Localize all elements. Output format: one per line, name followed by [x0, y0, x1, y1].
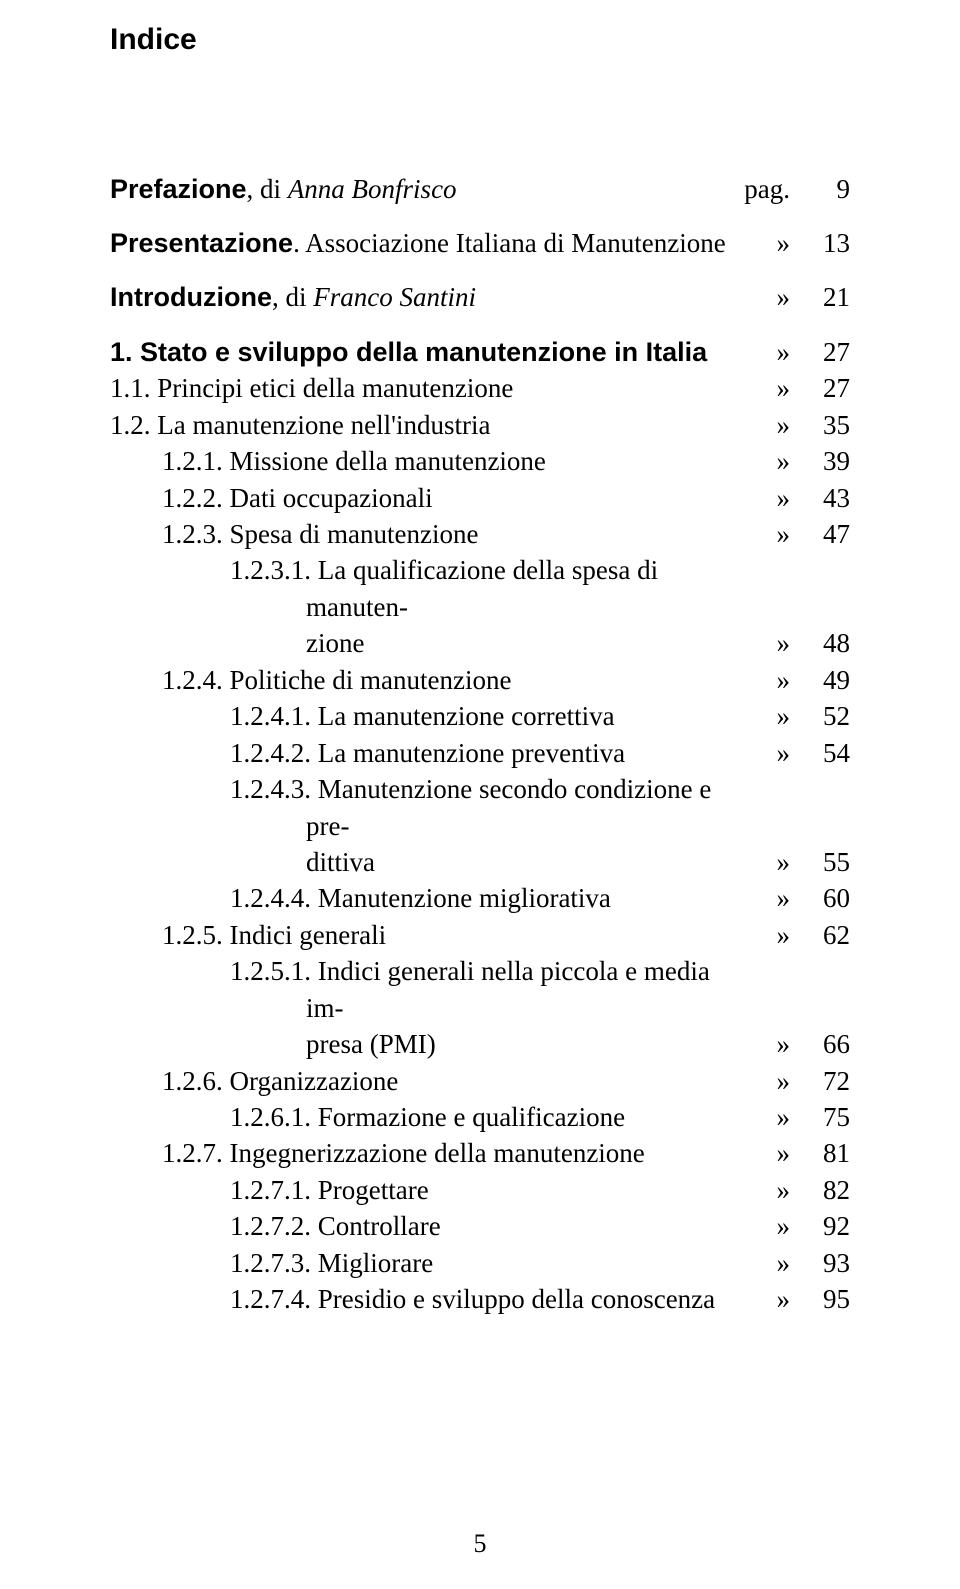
- toc-page: 43: [790, 480, 850, 516]
- toc-entry: 1.2.7.4. Presidio e sviluppo della conos…: [110, 1281, 850, 1317]
- toc-page: 55: [790, 844, 850, 880]
- toc-entry-label: 1.2.3. Spesa di manutenzione: [110, 516, 750, 552]
- toc-mark: »: [750, 1135, 790, 1171]
- toc-entry: 1.2.6. Organizzazione»72: [110, 1063, 850, 1099]
- toc-page: 39: [790, 443, 850, 479]
- toc-entry: 1.2.3. Spesa di manutenzione»47: [110, 516, 850, 552]
- toc-mark: »: [750, 735, 790, 771]
- toc-mark: »: [750, 225, 790, 261]
- toc-mark: »: [750, 334, 790, 370]
- toc-page: 27: [790, 370, 850, 406]
- toc-entry: 1.2.5. Indici generali»62: [110, 917, 850, 953]
- toc-page: 93: [790, 1245, 850, 1281]
- toc-entry: 1.2.4.4. Manutenzione migliorativa»60: [110, 880, 850, 916]
- toc-page: 92: [790, 1208, 850, 1244]
- toc-page: 81: [790, 1135, 850, 1171]
- toc-mark: »: [750, 844, 790, 880]
- toc-page: 75: [790, 1099, 850, 1135]
- toc-entry-label: 1.2.4.3. Manutenzione secondo condizione…: [110, 771, 750, 844]
- toc-mark: »: [750, 1026, 790, 1062]
- toc-entry: Presentazione. Associazione Italiana di …: [110, 225, 850, 261]
- toc-mark: »: [750, 1172, 790, 1208]
- toc-mark: pag.: [744, 171, 790, 207]
- toc-entry-label: Introduzione, di Franco Santini: [110, 279, 750, 315]
- toc-entry-label: 1.2.6.1. Formazione e qualificazione: [110, 1099, 750, 1135]
- toc-entry: 1.2.7.3. Migliorare»93: [110, 1245, 850, 1281]
- toc-page: 47: [790, 516, 850, 552]
- toc-entry: 1.2.7.1. Progettare»82: [110, 1172, 850, 1208]
- toc-entry: 1.1. Principi etici della manutenzione»2…: [110, 370, 850, 406]
- toc-mark: »: [750, 662, 790, 698]
- toc-page: 72: [790, 1063, 850, 1099]
- toc-entry-label: Prefazione, di Anna Bonfrisco: [110, 171, 744, 207]
- toc-entry: 1.2.7. Ingegnerizzazione della manutenzi…: [110, 1135, 850, 1171]
- toc-entry-label: 1.2.7. Ingegnerizzazione della manutenzi…: [110, 1135, 750, 1171]
- toc-page: 21: [790, 279, 850, 315]
- toc-page: 82: [790, 1172, 850, 1208]
- toc-mark: »: [750, 880, 790, 916]
- toc-mark: »: [750, 370, 790, 406]
- toc-entry: 1.2.7.2. Controllare»92: [110, 1208, 850, 1244]
- toc-mark: »: [750, 279, 790, 315]
- toc-page: 13: [790, 225, 850, 261]
- toc-entry-label: 1. Stato e sviluppo della manutenzione i…: [110, 334, 750, 370]
- toc-entry-label: 1.1. Principi etici della manutenzione: [110, 370, 750, 406]
- toc-mark: »: [750, 1063, 790, 1099]
- toc-page: 9: [790, 171, 850, 207]
- toc-entry-label-cont: presa (PMI): [110, 1026, 750, 1062]
- toc-entry: 1.2.6.1. Formazione e qualificazione»75: [110, 1099, 850, 1135]
- toc-mark: »: [750, 443, 790, 479]
- toc-entry-label: 1.2. La manutenzione nell'industria: [110, 407, 750, 443]
- toc-entry-label: 1.2.7.1. Progettare: [110, 1172, 750, 1208]
- toc-mark: »: [750, 407, 790, 443]
- toc-entry-label: Presentazione. Associazione Italiana di …: [110, 225, 750, 261]
- toc-page: 48: [790, 625, 850, 661]
- toc-page: 52: [790, 698, 850, 734]
- toc-entry-label: 1.2.4.1. La manutenzione correttiva: [110, 698, 750, 734]
- toc-entry-label: 1.2.5. Indici generali: [110, 917, 750, 953]
- toc-entry: 1.2.1. Missione della manutenzione»39: [110, 443, 850, 479]
- toc-mark: »: [750, 480, 790, 516]
- page-title: Indice: [110, 20, 850, 61]
- toc-entry-label-cont: dittiva: [110, 844, 750, 880]
- toc-entry-label: 1.2.3.1. La qualificazione della spesa d…: [110, 552, 750, 625]
- toc-entry: Introduzione, di Franco Santini»21: [110, 279, 850, 315]
- toc-page: 66: [790, 1026, 850, 1062]
- toc-page: 95: [790, 1281, 850, 1317]
- table-of-contents: Prefazione, di Anna Bonfriscopag.9 Presen…: [110, 171, 850, 1318]
- toc-entry: 1. Stato e sviluppo della manutenzione i…: [110, 334, 850, 370]
- toc-entry-label: 1.2.1. Missione della manutenzione: [110, 443, 750, 479]
- toc-page: 60: [790, 880, 850, 916]
- toc-page: 49: [790, 662, 850, 698]
- toc-page: 35: [790, 407, 850, 443]
- toc-mark: »: [750, 1208, 790, 1244]
- toc-entry-label: 1.2.4.4. Manutenzione migliorativa: [110, 880, 750, 916]
- toc-entry-label: 1.2.6. Organizzazione: [110, 1063, 750, 1099]
- toc-entry: 1.2.2. Dati occupazionali»43: [110, 480, 850, 516]
- toc-entry-label: 1.2.2. Dati occupazionali: [110, 480, 750, 516]
- toc-entry-label-cont: zione: [110, 625, 750, 661]
- toc-mark: »: [750, 1099, 790, 1135]
- toc-entry: 1.2.4. Politiche di manutenzione»49: [110, 662, 850, 698]
- toc-entry-label: 1.2.5.1. Indici generali nella piccola e…: [110, 953, 750, 1026]
- toc-page: 62: [790, 917, 850, 953]
- toc-entry-label: 1.2.7.4. Presidio e sviluppo della conos…: [110, 1281, 750, 1317]
- toc-mark: »: [750, 516, 790, 552]
- toc-mark: »: [750, 698, 790, 734]
- toc-mark: »: [750, 1245, 790, 1281]
- toc-entry-label: 1.2.7.3. Migliorare: [110, 1245, 750, 1281]
- toc-page: 27: [790, 334, 850, 370]
- toc-mark: »: [750, 917, 790, 953]
- toc-entry: Prefazione, di Anna Bonfriscopag.9: [110, 171, 850, 207]
- toc-page: 54: [790, 735, 850, 771]
- page-number: 5: [0, 1526, 960, 1561]
- toc-entry: 1.2.4.1. La manutenzione correttiva»52: [110, 698, 850, 734]
- toc-mark: »: [750, 1281, 790, 1317]
- toc-entry: 1.2. La manutenzione nell'industria»35: [110, 407, 850, 443]
- toc-entry-label: 1.2.4.2. La manutenzione preventiva: [110, 735, 750, 771]
- toc-mark: »: [750, 625, 790, 661]
- toc-entry-label: 1.2.7.2. Controllare: [110, 1208, 750, 1244]
- toc-entry: 1.2.4.2. La manutenzione preventiva»54: [110, 735, 850, 771]
- toc-entry-label: 1.2.4. Politiche di manutenzione: [110, 662, 750, 698]
